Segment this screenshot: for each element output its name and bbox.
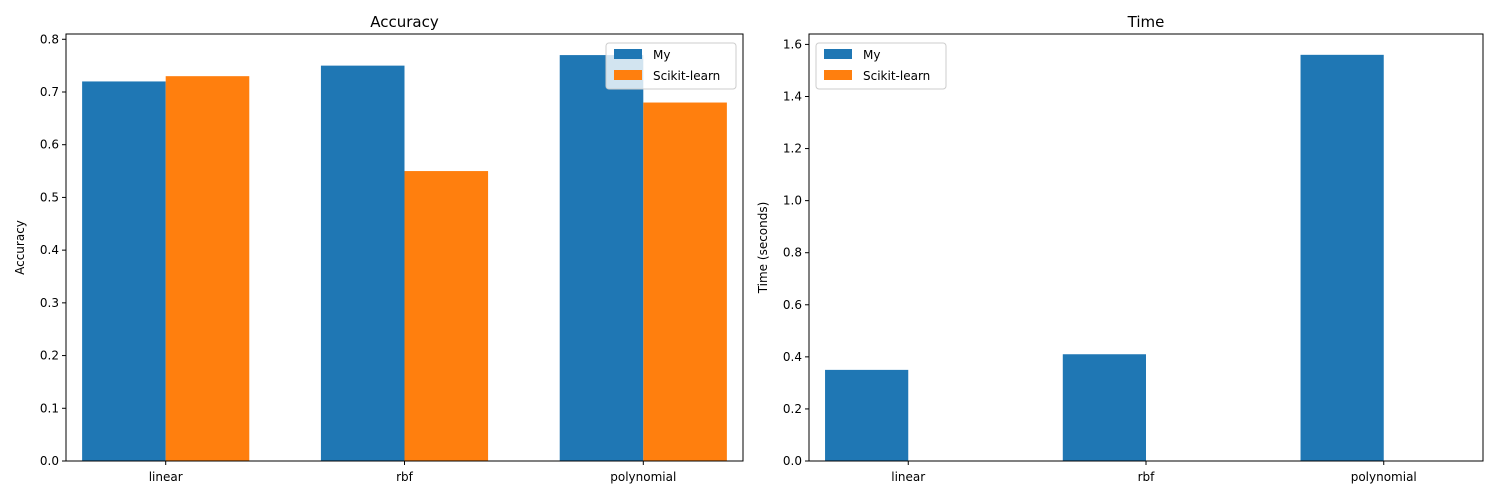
y-tick-label: 0.2 — [783, 402, 802, 416]
legend: My Scikit-learn — [606, 43, 736, 89]
y-tick-label: 0.7 — [40, 85, 59, 99]
bar-my-rbf — [1063, 354, 1146, 461]
bar-my-linear — [82, 81, 166, 461]
bar-my-rbf — [321, 66, 405, 461]
y-tick-label: 1.4 — [783, 89, 802, 103]
legend-swatch-scikit-learn — [824, 70, 852, 80]
y-tick-label: 0.6 — [40, 138, 59, 152]
bar-scikit-learn-rbf — [405, 171, 489, 461]
legend-swatch-my — [614, 49, 642, 59]
y-tick-label: 0.1 — [40, 401, 59, 415]
y-tick-label: 0.6 — [783, 298, 802, 312]
legend-label: My — [863, 48, 880, 62]
y-tick-label: 0.0 — [783, 454, 802, 468]
x-tick-label-linear: linear — [149, 470, 183, 484]
y-tick-label: 0.8 — [783, 246, 802, 260]
y-tick-label: 0.0 — [40, 454, 59, 468]
y-axis-label: Accuracy — [13, 220, 27, 275]
y-tick-label: 1.6 — [783, 37, 802, 51]
x-tick-label-polynomial: polynomial — [1351, 470, 1417, 484]
legend-label: Scikit-learn — [653, 69, 720, 83]
bar-scikit-learn-polynomial — [643, 103, 727, 461]
y-tick-label: 0.3 — [40, 296, 59, 310]
chart-1: 0.0 0.2 0.4 0.6 0.8 1.0 1.2 1.4 1.6 linear rbf poly… — [756, 13, 1483, 484]
chart-title: Time — [1127, 13, 1165, 31]
y-axis-label: Time (seconds) — [756, 202, 770, 295]
chart-title: Accuracy — [370, 13, 439, 31]
bar-my-linear — [825, 370, 908, 461]
y-tick-label: 1.0 — [783, 194, 802, 208]
bar-my-polynomial — [560, 55, 644, 461]
legend-swatch-my — [824, 49, 852, 59]
legend-label: My — [653, 48, 670, 62]
legend-label: Scikit-learn — [863, 69, 930, 83]
y-tick-label: 1.2 — [783, 142, 802, 156]
legend-swatch-scikit-learn — [614, 70, 642, 80]
y-tick-label: 0.5 — [40, 190, 59, 204]
x-tick-label-rbf: rbf — [396, 470, 414, 484]
y-tick-label: 0.8 — [40, 32, 59, 46]
x-tick-label-rbf: rbf — [1138, 470, 1156, 484]
bar-scikit-learn-linear — [166, 76, 250, 461]
x-tick-label-linear: linear — [891, 470, 925, 484]
legend: My Scikit-learn — [816, 43, 946, 89]
chart-0: 0.0 0.1 0.2 0.3 0.4 0.5 0.6 0.7 0.8 linear rbf poly… — [13, 13, 743, 484]
y-tick-label: 0.2 — [40, 349, 59, 363]
x-tick-label-polynomial: polynomial — [610, 470, 676, 484]
y-tick-label: 0.4 — [783, 350, 802, 364]
y-tick-label: 0.4 — [40, 243, 59, 257]
bar-my-polynomial — [1301, 55, 1384, 461]
